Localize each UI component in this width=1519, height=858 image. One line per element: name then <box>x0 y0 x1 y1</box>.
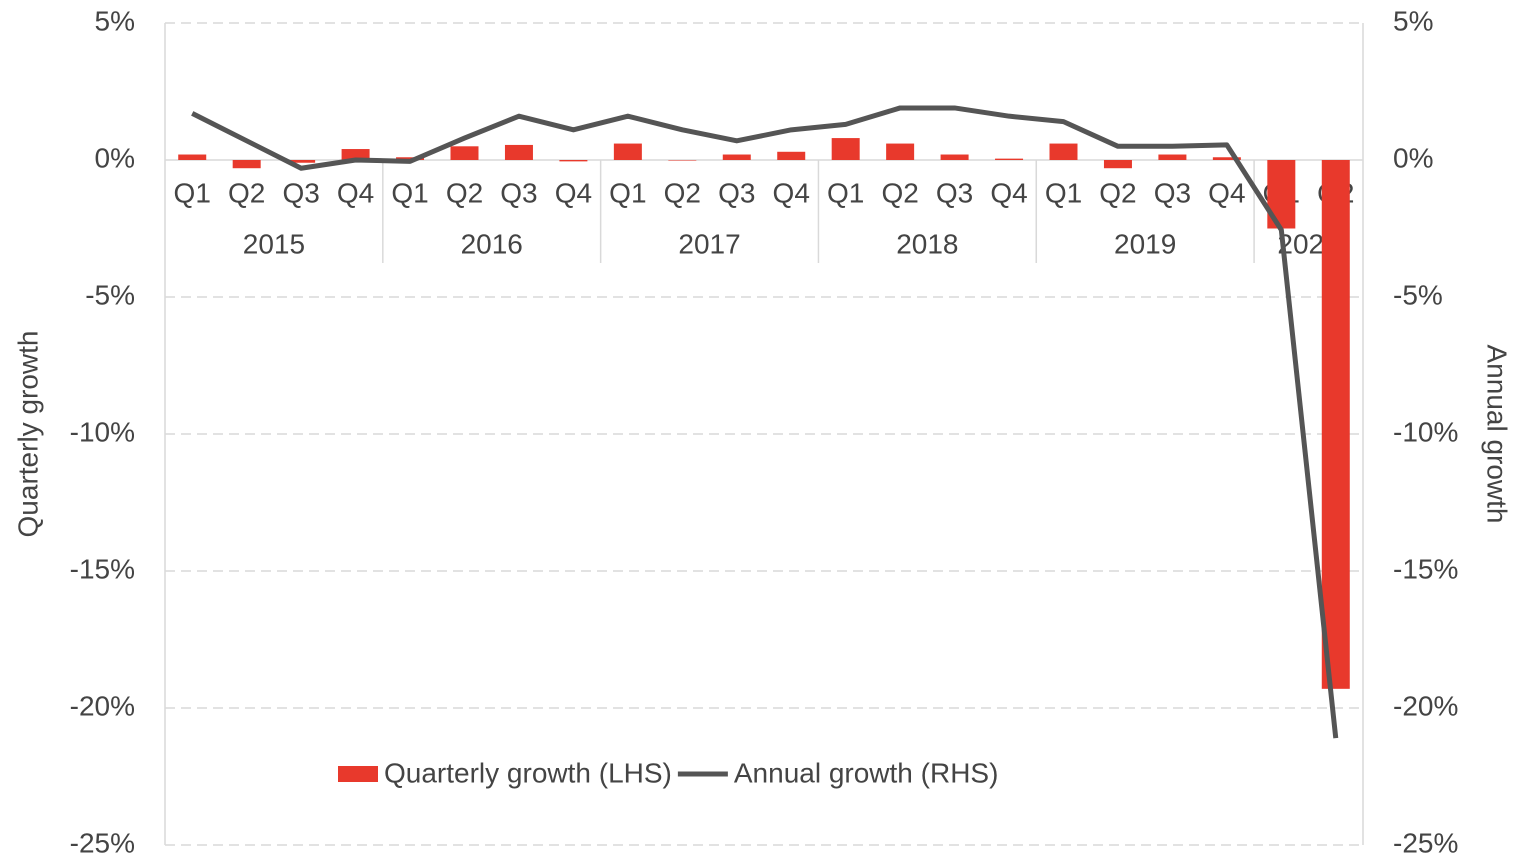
x-tick-label: Q1 <box>391 177 428 208</box>
y2-tick-label: -25% <box>1393 827 1458 858</box>
bar <box>613 143 642 160</box>
bar <box>1103 160 1132 169</box>
y-tick-label: -25% <box>70 827 135 858</box>
legend-label: Quarterly growth (LHS) <box>384 757 672 788</box>
x-group-label: 2017 <box>678 228 740 259</box>
y2-tick-label: 5% <box>1393 5 1433 36</box>
x-tick-label: Q2 <box>446 177 483 208</box>
y-tick-label: 5% <box>95 5 135 36</box>
x-tick-label: Q2 <box>1099 177 1136 208</box>
bar <box>1212 157 1241 160</box>
legend-label: Annual growth (RHS) <box>734 757 999 788</box>
y-tick-label: -20% <box>70 690 135 721</box>
y2-tick-label: -15% <box>1393 553 1458 584</box>
bar <box>886 143 915 160</box>
x-tick-label: Q4 <box>555 177 592 208</box>
bar <box>178 154 207 160</box>
y2-tick-label: -5% <box>1393 279 1443 310</box>
x-tick-label: Q4 <box>1208 177 1245 208</box>
x-group-label: 2018 <box>896 228 958 259</box>
x-tick-label: Q3 <box>500 177 537 208</box>
x-tick-label: Q3 <box>282 177 319 208</box>
bar <box>341 149 370 160</box>
x-tick-label: Q1 <box>827 177 864 208</box>
x-tick-label: Q1 <box>174 177 211 208</box>
x-tick-label: Q3 <box>718 177 755 208</box>
legend-swatch <box>338 766 378 782</box>
x-tick-label: Q2 <box>228 177 265 208</box>
x-tick-label: Q1 <box>1045 177 1082 208</box>
y2-tick-label: -20% <box>1393 690 1458 721</box>
y-tick-label: -15% <box>70 553 135 584</box>
bar <box>777 151 806 160</box>
y-tick-label: -10% <box>70 416 135 447</box>
y-tick-label: -5% <box>85 279 135 310</box>
bar <box>668 160 697 161</box>
bar <box>1049 143 1078 160</box>
bar <box>450 146 479 160</box>
bar <box>287 160 316 163</box>
bar <box>831 138 860 160</box>
bar <box>722 154 751 160</box>
x-tick-label: Q4 <box>773 177 810 208</box>
bar <box>396 157 425 160</box>
bar <box>232 160 261 169</box>
x-tick-label: Q2 <box>664 177 701 208</box>
x-group-label: 2015 <box>243 228 305 259</box>
bar <box>995 158 1024 160</box>
x-group-label: 2016 <box>461 228 523 259</box>
x-tick-label: Q4 <box>337 177 374 208</box>
x-tick-label: Q3 <box>1154 177 1191 208</box>
y2-axis-label: Annual growth <box>1482 344 1513 523</box>
bar <box>559 160 588 162</box>
y-tick-label: 0% <box>95 142 135 173</box>
x-tick-label: Q1 <box>609 177 646 208</box>
y-axis-label: Quarterly growth <box>12 331 43 538</box>
bar <box>1321 160 1350 689</box>
x-group-label: 2019 <box>1114 228 1176 259</box>
y2-tick-label: 0% <box>1393 142 1433 173</box>
bar <box>940 154 969 160</box>
bar <box>504 144 533 160</box>
x-tick-label: Q2 <box>881 177 918 208</box>
y2-tick-label: -10% <box>1393 416 1458 447</box>
x-tick-label: Q4 <box>990 177 1027 208</box>
line <box>191 105 1339 739</box>
x-tick-label: Q3 <box>936 177 973 208</box>
bar <box>1158 154 1187 160</box>
